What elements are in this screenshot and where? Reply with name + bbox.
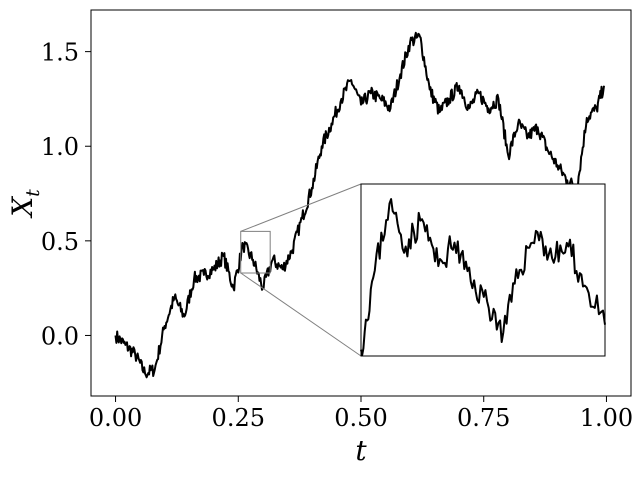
y-axis-ticks: 0.0 0.5 1.0 1.5	[41, 39, 91, 350]
y-axis-label-main: X	[6, 196, 39, 219]
inset-frame	[360, 183, 606, 357]
main-plot: 0.00 0.25 0.50 0.75 1.00 0.0 0.5 1.0 1.5	[41, 9, 633, 432]
y-tick-label: 0.5	[41, 228, 79, 256]
series-line	[114, 31, 605, 379]
zoom-indicator	[240, 183, 362, 357]
zoom-connector-bottom	[240, 272, 362, 357]
zoom-connector-top	[240, 183, 362, 232]
inset-series-line	[360, 198, 606, 356]
x-tick-label: 0.25	[212, 404, 265, 432]
y-tick-label: 1.5	[41, 39, 79, 67]
x-tick-label: 1.00	[580, 404, 633, 432]
zoom-region-box	[240, 230, 271, 274]
x-axis-label: t	[355, 434, 367, 467]
x-tick-label: 0.00	[89, 404, 142, 432]
x-axis-ticks: 0.00 0.25 0.50 0.75 1.00	[89, 396, 633, 432]
x-tick-label: 0.50	[334, 404, 387, 432]
y-tick-label: 1.0	[41, 133, 79, 161]
x-tick-label: 0.75	[457, 404, 510, 432]
y-axis-label: Xt	[6, 189, 44, 219]
y-axis-label-subscript: t	[22, 189, 44, 197]
inset-plot	[360, 183, 606, 357]
y-tick-label: 0.0	[41, 322, 79, 350]
